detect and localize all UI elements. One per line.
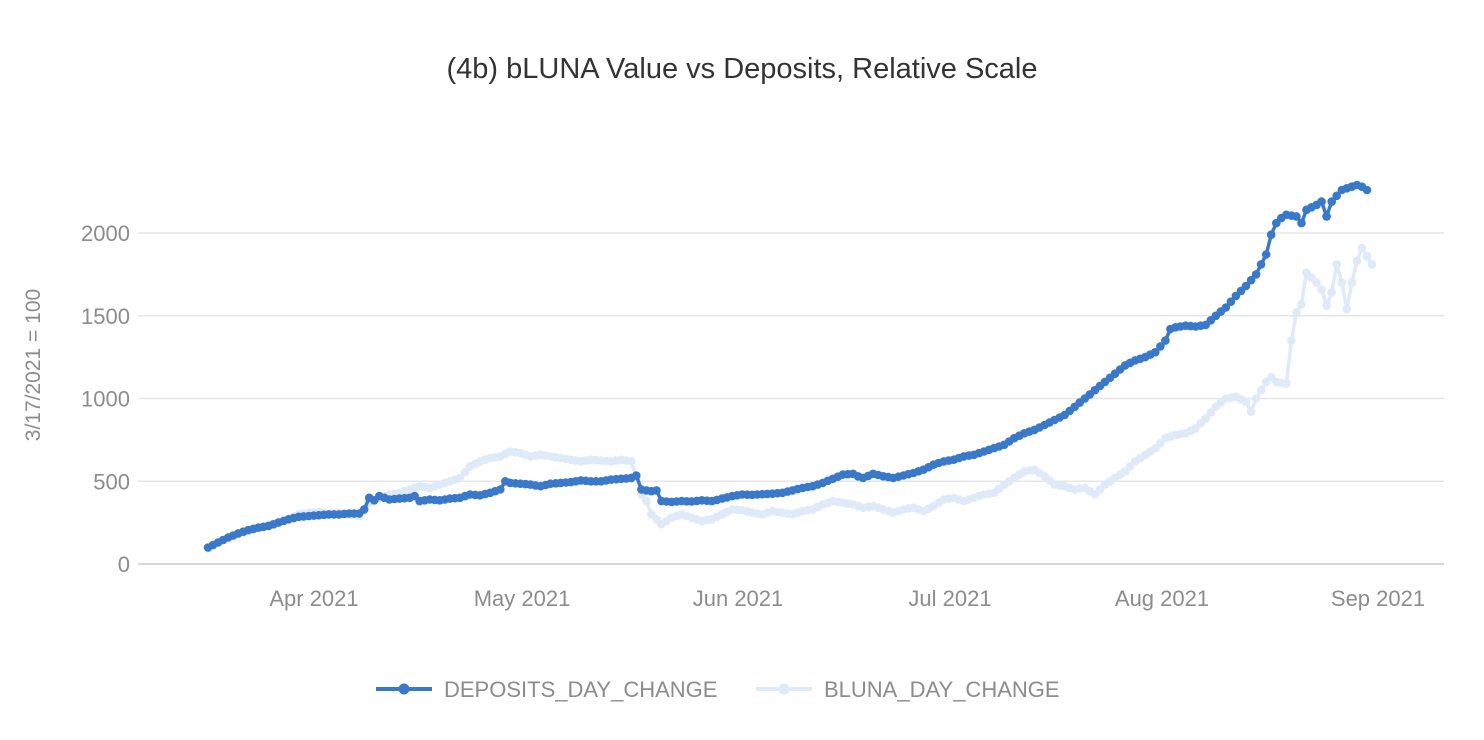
- legend-bluna-swatch-dot: [779, 684, 790, 695]
- data-point[interactable]: [1247, 407, 1256, 416]
- data-point[interactable]: [627, 457, 636, 466]
- data-point[interactable]: [1353, 257, 1362, 266]
- x-tick-label: Sep 2021: [1331, 586, 1425, 611]
- data-point[interactable]: [1297, 300, 1306, 309]
- chart-title: (4b) bLUNA Value vs Deposits, Relative S…: [446, 53, 1037, 85]
- data-point[interactable]: [360, 505, 369, 514]
- data-point[interactable]: [1257, 386, 1266, 395]
- data-point[interactable]: [1252, 270, 1261, 279]
- data-point[interactable]: [1332, 260, 1341, 269]
- data-point[interactable]: [1322, 302, 1331, 311]
- legend-bluna-label: BLUNA_DAY_CHANGE: [824, 677, 1060, 702]
- data-point[interactable]: [1348, 278, 1357, 287]
- x-tick-label: May 2021: [474, 586, 571, 611]
- data-point[interactable]: [1257, 260, 1266, 269]
- data-point[interactable]: [1252, 394, 1261, 403]
- legend-item-deposits[interactable]: DEPOSITS_DAY_CHANGE: [376, 677, 717, 702]
- data-point[interactable]: [1292, 308, 1301, 317]
- data-point[interactable]: [1317, 285, 1326, 294]
- y-tick-label: 1000: [81, 387, 130, 412]
- data-point[interactable]: [1297, 219, 1306, 228]
- data-point[interactable]: [1242, 398, 1251, 407]
- data-point[interactable]: [1338, 278, 1347, 287]
- legend-item-bluna[interactable]: BLUNA_DAY_CHANGE: [756, 677, 1060, 702]
- data-point[interactable]: [1327, 288, 1336, 297]
- y-tick-label: 0: [118, 552, 130, 577]
- data-point[interactable]: [1317, 197, 1326, 206]
- x-tick-label: Apr 2021: [269, 586, 358, 611]
- data-point[interactable]: [1262, 250, 1271, 259]
- data-point[interactable]: [1363, 186, 1372, 195]
- y-tick-label: 1500: [81, 304, 130, 329]
- data-point[interactable]: [1368, 260, 1377, 269]
- legend-deposits-label: DEPOSITS_DAY_CHANGE: [444, 677, 717, 702]
- legend[interactable]: DEPOSITS_DAY_CHANGE BLUNA_DAY_CHANGE: [376, 677, 1060, 702]
- x-tick-label: Jul 2021: [908, 586, 991, 611]
- series-group: [204, 181, 1377, 553]
- x-tick-label: Jun 2021: [693, 586, 784, 611]
- y-tick-label: 500: [93, 469, 130, 494]
- x-axis-ticks: Apr 2021 May 2021 Jun 2021 Jul 2021 Aug 2021…: [269, 586, 1425, 611]
- data-point[interactable]: [1287, 336, 1296, 345]
- data-point[interactable]: [1267, 230, 1276, 239]
- data-point[interactable]: [1343, 305, 1352, 314]
- data-point[interactable]: [1322, 212, 1331, 221]
- data-point[interactable]: [652, 486, 661, 495]
- x-tick-label: Aug 2021: [1115, 586, 1209, 611]
- data-point[interactable]: [1358, 244, 1367, 253]
- series-deposits: [204, 181, 1372, 552]
- data-point[interactable]: [1161, 336, 1170, 345]
- data-point[interactable]: [1363, 252, 1372, 261]
- data-point[interactable]: [496, 485, 505, 494]
- y-axis-ticks: 0 500 1000 1500 2000: [81, 221, 130, 577]
- y-axis-label: 3/17/2021 = 100: [22, 289, 45, 441]
- y-tick-label: 2000: [81, 221, 130, 246]
- data-point[interactable]: [1282, 379, 1291, 388]
- data-point[interactable]: [632, 471, 641, 480]
- legend-deposits-swatch-dot: [399, 684, 410, 695]
- data-point[interactable]: [642, 497, 651, 506]
